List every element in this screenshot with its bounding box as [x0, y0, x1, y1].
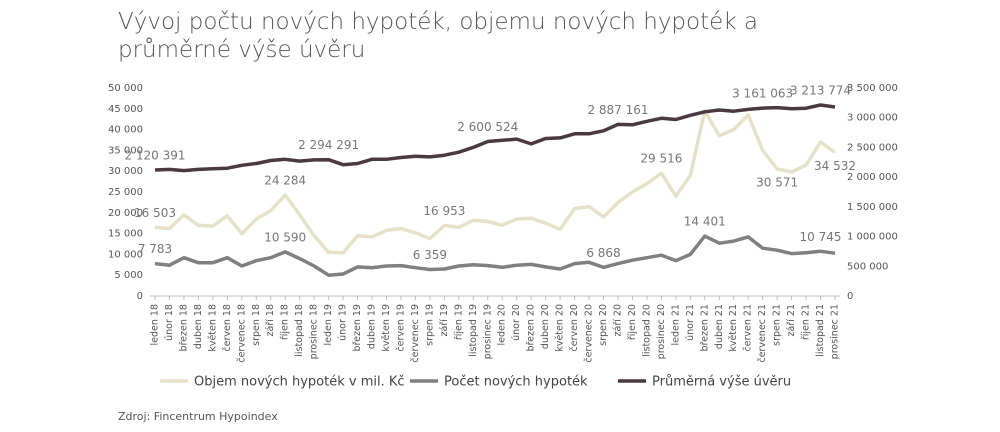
x-tick-label: červen 19	[395, 304, 406, 352]
data-label: 34 532	[814, 159, 856, 173]
legend-label: Objem nových hypoték v mil. Kč	[194, 375, 405, 390]
series-line	[154, 234, 836, 277]
x-tick-label: březen 21	[699, 304, 710, 352]
x-tick-label: květen 20	[555, 304, 566, 352]
x-tick-label: leden 20	[497, 304, 508, 346]
y-tick-label: 30 000	[108, 166, 143, 177]
y-tick-label: 10 000	[108, 249, 143, 260]
data-label: 2 294 291	[298, 138, 359, 152]
x-tick-label: únor 18	[164, 304, 175, 341]
x-tick-label: leden 18	[150, 304, 161, 346]
x-tick-label: říjen 20	[627, 304, 638, 340]
x-tick-label: červen 18	[222, 304, 233, 352]
data-label: 3 213 774	[790, 84, 851, 98]
series-line	[154, 103, 836, 173]
data-label: 16 503	[134, 206, 176, 220]
y-tick-label: 45 000	[108, 104, 143, 115]
x-tick-label: září 19	[439, 304, 450, 336]
x-tick-label: říjen 19	[453, 304, 464, 340]
x-tick-label: září 20	[612, 304, 623, 336]
legend-label: Počet nových hypoték	[444, 375, 588, 390]
y-tick-label: 50 000	[108, 83, 143, 94]
x-tick-label: listopad 19	[468, 304, 479, 357]
y-tick-label: 20 000	[108, 208, 143, 219]
y-tick-label: 35 000	[108, 145, 143, 156]
data-label: 2 887 161	[587, 103, 648, 117]
x-tick-label: duben 19	[367, 304, 378, 349]
x-tick-label: červenec 20	[584, 304, 595, 363]
data-label: 16 953	[423, 204, 465, 218]
data-label: 3 161 063	[732, 87, 793, 101]
y-tick-label: 15 000	[108, 229, 143, 240]
x-tick-label: květen 19	[381, 304, 392, 352]
data-label: 7 783	[138, 242, 172, 256]
y2-tick-label: 1 000 000	[847, 232, 898, 243]
data-label: 2 600 524	[457, 120, 518, 134]
x-tick-label: srpen 19	[424, 304, 435, 346]
x-tick-label: červenec 21	[757, 304, 768, 363]
data-label: 14 401	[684, 215, 726, 229]
data-label: 6 868	[586, 246, 620, 260]
series-line	[154, 109, 837, 255]
x-tick-label: březen 18	[178, 304, 189, 352]
x-tick-label: březen 20	[526, 304, 537, 352]
x-tick-label: srpen 20	[598, 304, 609, 346]
x-tick-label: prosinec 20	[656, 304, 667, 359]
x-tick-label: březen 19	[352, 304, 363, 352]
x-tick-label: srpen 18	[251, 304, 262, 346]
y-tick-label: 0	[137, 291, 143, 302]
data-label: 10 745	[800, 230, 842, 244]
y2-tick-label: 0	[847, 291, 853, 302]
x-tick-label: květen 18	[207, 304, 218, 352]
x-tick-label: září 21	[786, 304, 797, 336]
y-tick-label: 40 000	[108, 125, 143, 136]
x-tick-label: listopad 20	[641, 304, 652, 357]
x-tick-label: červen 21	[743, 304, 754, 352]
x-tick-label: duben 20	[540, 304, 551, 349]
y2-tick-label: 2 500 000	[847, 142, 898, 153]
x-tick-label: květen 21	[728, 304, 739, 352]
y2-tick-label: 3 000 000	[847, 113, 898, 124]
x-tick-label: prosinec 19	[482, 304, 493, 359]
x-tick-label: červen 20	[569, 304, 580, 352]
x-tick-label: duben 18	[193, 304, 204, 349]
data-label: 30 571	[756, 175, 798, 189]
y-tick-label: 25 000	[108, 187, 143, 198]
x-tick-label: červenec 19	[410, 304, 421, 363]
x-tick-label: únor 21	[685, 304, 696, 341]
x-tick-label: únor 20	[511, 304, 522, 341]
x-tick-label: říjen 21	[801, 304, 812, 340]
data-label: 6 359	[413, 248, 447, 262]
data-label: 29 516	[640, 152, 682, 166]
chart-title: Vývoj počtu nových hypoték, objemu novýc…	[118, 9, 758, 63]
x-tick-label: červenec 18	[236, 304, 247, 363]
x-tick-label: říjen 18	[280, 304, 291, 340]
x-tick-label: prosinec 18	[309, 304, 320, 359]
legend-label: Průměrná výše úvěru	[652, 375, 791, 390]
source: Zdroj: Fincentrum Hypoindex	[118, 410, 278, 423]
x-tick-label: srpen 21	[772, 304, 783, 346]
x-tick-label: prosinec 21	[830, 304, 841, 359]
x-tick-label: listopad 21	[815, 304, 826, 357]
data-label: 2 120 391	[124, 148, 185, 162]
y2-tick-label: 2 000 000	[847, 172, 898, 183]
y2-tick-label: 3 500 000	[847, 83, 898, 94]
x-tick-label: leden 21	[670, 304, 681, 346]
x-tick-label: leden 19	[323, 304, 334, 346]
x-tick-label: listopad 18	[294, 304, 305, 357]
x-tick-label: duben 21	[714, 304, 725, 349]
y2-tick-label: 1 500 000	[847, 202, 898, 213]
x-tick-label: únor 19	[338, 304, 349, 341]
x-tick-label: září 18	[265, 304, 276, 336]
y-tick-label: 5 000	[114, 270, 143, 281]
data-label: 10 590	[264, 230, 306, 244]
y2-tick-label: 500 000	[847, 261, 888, 272]
data-label: 24 284	[264, 173, 306, 187]
